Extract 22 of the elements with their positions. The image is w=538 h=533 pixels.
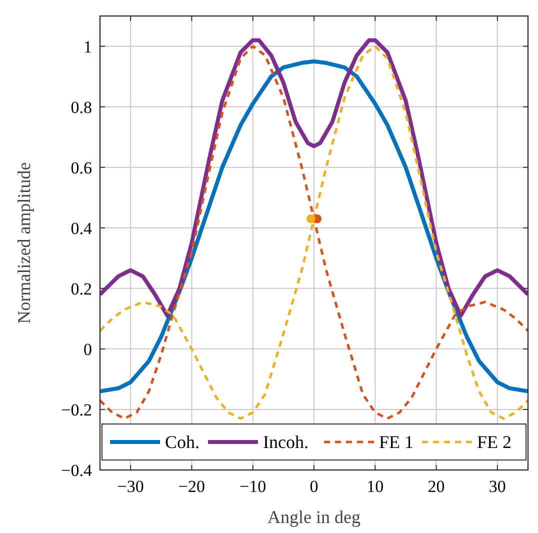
legend-label: Incoh. bbox=[263, 432, 308, 452]
y-tick-label: −0.4 bbox=[61, 461, 92, 480]
x-tick-label: 30 bbox=[488, 477, 506, 496]
x-tick-label: −20 bbox=[178, 477, 206, 496]
x-tick-label: 0 bbox=[310, 477, 318, 496]
x-tick-label: −30 bbox=[117, 477, 144, 496]
y-tick-label: 0.2 bbox=[70, 279, 92, 298]
y-tick-label: 0.4 bbox=[70, 218, 92, 238]
legend-label: FE 2 bbox=[477, 432, 512, 452]
y-tick-label: −0.2 bbox=[61, 400, 92, 420]
y-tick-label: 0.8 bbox=[70, 98, 92, 117]
y-axis-title: Normalized amplitude bbox=[14, 162, 34, 324]
y-tick-label: 0 bbox=[84, 340, 92, 359]
y-tick-label: 0.6 bbox=[70, 158, 92, 178]
line-series bbox=[100, 38, 528, 318]
legend-label: Coh. bbox=[165, 432, 200, 452]
x-tick-label: 20 bbox=[428, 477, 445, 496]
x-tick-label: −10 bbox=[240, 477, 266, 496]
x-axis-title: Angle in deg bbox=[268, 507, 360, 527]
x-tick-label: 10 bbox=[366, 477, 384, 496]
y-tick-label: 1 bbox=[84, 37, 92, 56]
legend-label: FE 1 bbox=[379, 432, 414, 452]
